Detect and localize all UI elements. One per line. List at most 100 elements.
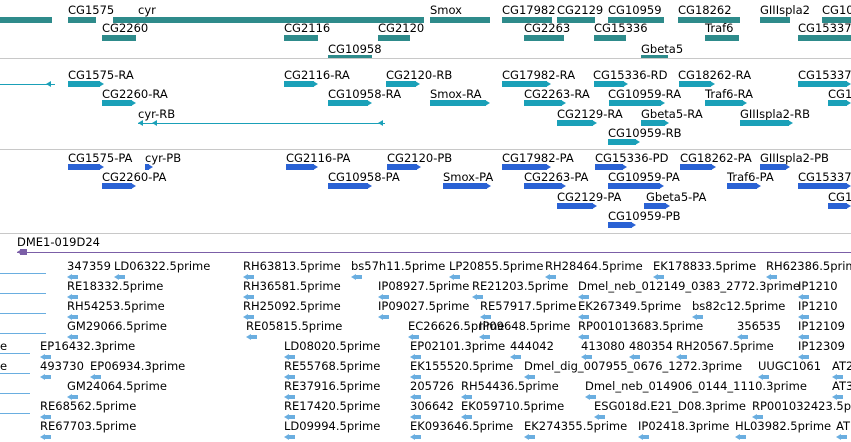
feature-label-rh54253-5prime[interactable]: RH54253.5prime (67, 299, 165, 313)
est-glyph[interactable] (72, 275, 78, 279)
feature-label-re68562-5prime[interactable]: RE68562.5prime (40, 399, 137, 413)
est-glyph[interactable] (72, 395, 78, 399)
feature-label-205726[interactable]: 205726 (410, 379, 454, 393)
est-arrow-icon[interactable] (40, 354, 45, 360)
est-glyph[interactable] (466, 415, 472, 419)
feature-label-ld08020-5prime[interactable]: LD08020.5prime (284, 339, 381, 353)
est-arrow-icon[interactable] (67, 274, 72, 280)
feature-label-re57917-5prime[interactable]: RE57917.5prime (480, 299, 577, 313)
protein-glyph[interactable] (68, 164, 100, 170)
feature-label-ep16432-3prime[interactable]: EP16432.3prime (40, 339, 136, 353)
feature-label-cg15336[interactable]: CG15336 (594, 21, 648, 35)
est-glyph[interactable] (72, 315, 78, 319)
feature-label-dmel-dig-007955-0676-1272-3prime[interactable]: Dmel_dig_007955_0676_1272.3prime (524, 359, 743, 373)
est-arrow-icon[interactable] (578, 314, 583, 320)
est-arrow-icon[interactable] (246, 334, 251, 340)
est-glyph[interactable] (415, 415, 421, 419)
gene-bar[interactable] (502, 17, 552, 23)
protein-glyph[interactable] (524, 183, 562, 189)
est-glyph[interactable] (515, 355, 521, 359)
protein-glyph[interactable] (727, 183, 757, 189)
gene-bar[interactable] (594, 35, 626, 41)
feature-label-ek059710-5prime[interactable]: EK059710.5prime (461, 399, 565, 413)
feature-label-cg2260-ra[interactable]: CG2260-RA (102, 87, 168, 101)
est-glyph[interactable] (583, 315, 589, 319)
protein-glyph[interactable] (328, 183, 368, 189)
feature-label-cg10958-pa[interactable]: CG10958-PA (328, 170, 400, 184)
gene-bar[interactable] (822, 17, 851, 23)
est-arrow-icon[interactable] (581, 354, 586, 360)
feature-label-e[interactable]: e (0, 339, 8, 353)
feature-label-ek274355-5prime[interactable]: EK274355.5prime (524, 419, 628, 433)
feature-label-re05815-5prime[interactable]: RE05815.5prime (246, 319, 343, 333)
est-glyph[interactable] (643, 435, 649, 439)
feature-label-ip12309[interactable]: IP12309 (798, 339, 845, 353)
gene-bar[interactable] (284, 35, 318, 41)
est-arrow-icon[interactable] (410, 414, 415, 420)
feature-label-cg17982-ra[interactable]: CG17982-RA (502, 68, 576, 82)
transcript-glyph[interactable] (524, 100, 562, 106)
feature-label-ep02101-3prime[interactable]: EP02101.3prime (410, 339, 506, 353)
feature-label-at3[interactable]: AT3 (832, 379, 851, 393)
protein-glyph[interactable] (608, 183, 660, 189)
feature-label-cyr-rb[interactable]: cyr-RB (138, 107, 176, 121)
protein-glyph[interactable] (286, 164, 314, 170)
est-arrow-icon[interactable] (67, 314, 72, 320)
est-arrow-icon[interactable] (545, 274, 550, 280)
feature-label-cg2116-ra[interactable]: CG2116-RA (284, 68, 350, 82)
est-glyph[interactable] (95, 375, 101, 379)
est-glyph[interactable] (757, 415, 763, 419)
est-arrow-icon[interactable] (752, 414, 757, 420)
feature-label-re18332-5prime[interactable]: RE18332.5prime (67, 279, 164, 293)
protein-glyph[interactable] (387, 164, 417, 170)
feature-label-ip02418-3prime[interactable]: IP02418.3prime (638, 419, 730, 433)
feature-label-cg10959[interactable]: CG10959 (608, 3, 662, 17)
est-glyph[interactable] (45, 435, 51, 439)
est-glyph[interactable] (697, 315, 703, 319)
est-glyph[interactable] (466, 395, 472, 399)
feature-label-480354[interactable]: 480354 (629, 339, 673, 353)
feature-label-bs57h11-5prime[interactable]: bs57h11.5prime (351, 259, 446, 273)
feature-label-rh25092-5prime[interactable]: RH25092.5prime (243, 299, 341, 313)
est-glyph[interactable] (383, 315, 389, 319)
feature-label-cg15337[interactable]: CG15337 (798, 170, 851, 184)
est-arrow-icon[interactable] (480, 314, 485, 320)
est-glyph[interactable] (771, 275, 777, 279)
feature-label-at[interactable]: AT (836, 419, 850, 433)
est-arrow-icon[interactable] (524, 374, 529, 380)
feature-label-493730[interactable]: 493730 (40, 359, 84, 373)
feature-label-gbeta5-pa[interactable]: Gbeta5-PA (646, 190, 707, 204)
est-arrow-icon[interactable] (479, 334, 484, 340)
est-glyph[interactable] (289, 435, 295, 439)
est-arrow-icon[interactable] (578, 294, 583, 300)
feature-label-gm29066-5prime[interactable]: GM29066.5prime (67, 319, 167, 333)
est-glyph[interactable] (803, 315, 809, 319)
feature-label-lp20855-5prime[interactable]: LP20855.5prime (449, 259, 544, 273)
gene-bar[interactable] (798, 35, 851, 41)
protein-glyph[interactable] (828, 203, 847, 209)
gene-bar[interactable] (678, 17, 740, 23)
gene-bar[interactable] (760, 17, 790, 23)
est-glyph[interactable] (803, 335, 809, 339)
est-glyph[interactable] (583, 295, 589, 299)
feature-label-gbeta5-ra[interactable]: Gbeta5-RA (641, 107, 703, 121)
feature-label-cg10959-rb[interactable]: CG10959-RB (608, 126, 682, 140)
feature-label-ek093646-5prime[interactable]: EK093646.5prime (410, 419, 514, 433)
est-arrow-icon[interactable] (410, 374, 415, 380)
est-arrow-icon[interactable] (40, 434, 45, 440)
feature-label-e[interactable]: e (0, 359, 8, 373)
transcript-glyph[interactable] (594, 81, 624, 87)
feature-label-cyr[interactable]: cyr (138, 3, 156, 17)
feature-label-cg2260-pa[interactable]: CG2260-PA (102, 170, 167, 184)
gene-bar[interactable] (524, 35, 564, 41)
feature-label-rp001013683-5prime[interactable]: RP001013683.5prime (578, 319, 704, 333)
est-glyph[interactable] (740, 435, 746, 439)
feature-label-cg17982[interactable]: CG17982 (502, 3, 556, 17)
transcript-glyph[interactable] (502, 81, 547, 87)
feature-label-smox-ra[interactable]: Smox-RA (430, 87, 482, 101)
est-glyph[interactable] (763, 375, 769, 379)
feature-label-dmel-neb-012149-0383-2772-3prime[interactable]: Dmel_neb_012149_0383_2772.3prime (578, 279, 800, 293)
feature-label-cyr-pb[interactable]: cyr-PB (145, 151, 182, 165)
est-arrow-icon[interactable] (638, 434, 643, 440)
